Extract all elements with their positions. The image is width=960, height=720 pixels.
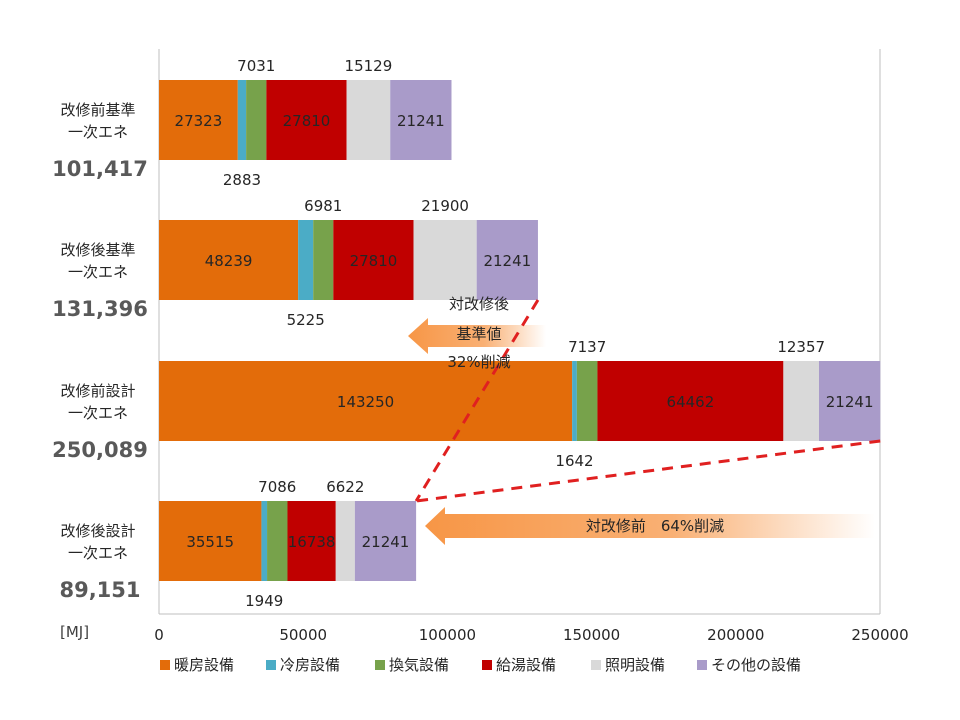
legend-item: 換気設備 [375, 656, 449, 674]
legend-swatch [375, 660, 385, 670]
data-label: 21241 [397, 112, 445, 130]
legend-swatch [266, 660, 276, 670]
category-label: 改修後設計 [60, 522, 135, 540]
category-label: 一次エネ [68, 544, 128, 562]
legend-label: 換気設備 [389, 656, 449, 674]
data-label: 1642 [555, 452, 593, 470]
data-label: 27810 [283, 112, 331, 130]
legend-swatch [697, 660, 707, 670]
bar-segment [597, 361, 784, 441]
legend-item: 暖房設備 [160, 656, 234, 674]
x-tick-label: 200000 [707, 626, 764, 644]
category-total-label: 131,396 [52, 297, 148, 321]
data-label: 27810 [350, 252, 398, 270]
category-total-label: 89,151 [59, 578, 140, 602]
bar-segment [287, 501, 336, 581]
x-tick-label: 50000 [279, 626, 327, 644]
data-label: 21900 [421, 197, 469, 215]
bar-segment [159, 80, 238, 160]
reduction-arrow [408, 318, 546, 354]
x-tick-label: 100000 [419, 626, 476, 644]
annotation-text: 基準値 [456, 325, 501, 343]
bar-segment [333, 220, 414, 300]
category-label: 一次エネ [68, 263, 128, 281]
unit-label: [MJ] [60, 623, 89, 641]
bar-segment [246, 80, 267, 160]
annotation-text: 32%削減 [447, 353, 510, 371]
bar-segment [783, 361, 819, 441]
bar-segment [237, 80, 247, 160]
data-label: 6622 [326, 478, 364, 496]
x-tick-label: 150000 [563, 626, 620, 644]
annotation-text: 対改修前 64%削減 [586, 517, 724, 535]
data-label: 143250 [337, 393, 394, 411]
data-label: 12357 [777, 338, 825, 356]
legend-label: 暖房設備 [174, 656, 234, 674]
legend-item: 給湯設備 [482, 656, 556, 674]
bar-segment [159, 501, 262, 581]
legend-item: 照明設備 [591, 656, 665, 674]
bar-segment [267, 501, 288, 581]
bar-segment [390, 80, 452, 160]
legend-item: 冷房設備 [266, 656, 340, 674]
reduction-arrow [425, 507, 875, 545]
legend-swatch [591, 660, 601, 670]
data-label: 6981 [304, 197, 342, 215]
bar-segment [159, 220, 299, 300]
x-tick-label: 0 [154, 626, 164, 644]
data-label: 21241 [362, 533, 410, 551]
x-tick-label: 250000 [851, 626, 908, 644]
bar-segment [413, 220, 477, 300]
data-label: 15129 [345, 57, 393, 75]
data-label: 48239 [205, 252, 253, 270]
annotation-text: 対改修後 [449, 295, 509, 313]
legend-swatch [482, 660, 492, 670]
bar-segment [576, 361, 598, 441]
data-label: 21241 [826, 393, 874, 411]
legend-item: その他の設備 [697, 656, 801, 674]
data-label: 7031 [237, 57, 275, 75]
category-total-label: 250,089 [52, 438, 148, 462]
data-label: 16738 [288, 533, 336, 551]
bar-segment [572, 361, 577, 441]
dashed-connector-line [414, 299, 540, 502]
bar-segment [354, 501, 417, 581]
category-label: 改修後基準 [60, 241, 135, 259]
dashed-connector-line [415, 439, 881, 503]
category-label: 改修前基準 [60, 101, 135, 119]
category-label: 一次エネ [68, 404, 128, 422]
bar-segment [261, 501, 268, 581]
data-label: 64462 [667, 393, 715, 411]
data-label: 7137 [568, 338, 606, 356]
bar-segment [819, 361, 881, 441]
bar-segment [476, 220, 538, 300]
legend-label: その他の設備 [711, 656, 801, 674]
category-label: 一次エネ [68, 123, 128, 141]
data-label: 7086 [258, 478, 296, 496]
legend-label: 給湯設備 [496, 656, 556, 674]
bar-segment [313, 220, 334, 300]
bar-segment [346, 80, 391, 160]
legend-label: 冷房設備 [280, 656, 340, 674]
data-label: 5225 [287, 311, 325, 329]
data-label: 21241 [483, 252, 531, 270]
category-label: 改修前設計 [60, 382, 135, 400]
data-label: 35515 [186, 533, 234, 551]
bar-segment [266, 80, 347, 160]
bar-segment [335, 501, 355, 581]
data-label: 1949 [245, 592, 283, 610]
bar-segment [159, 361, 573, 441]
category-total-label: 101,417 [52, 157, 148, 181]
legend-label: 照明設備 [605, 656, 665, 674]
bar-segment [298, 220, 314, 300]
legend-swatch [160, 660, 170, 670]
data-label: 27323 [175, 112, 223, 130]
data-label: 2883 [223, 171, 261, 189]
